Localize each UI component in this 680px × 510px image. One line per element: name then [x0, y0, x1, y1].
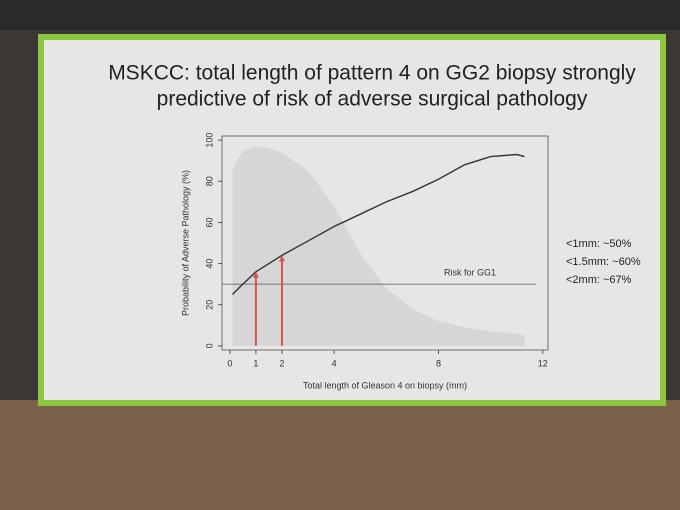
x-axis-label: Total length of Gleason 4 on biopsy (mm) — [303, 380, 467, 390]
annotation: <1mm: ~50% — [566, 238, 632, 250]
x-tick-label: 0 — [227, 358, 232, 368]
annotation: <2mm: ~67% — [566, 274, 632, 286]
title-line: MSKCC: total length of pattern 4 on GG2 … — [108, 62, 636, 85]
y-axis-label: Probability of Adverse Pathology (%) — [180, 170, 190, 316]
y-tick-label: 0 — [204, 343, 214, 348]
y-tick-label: 40 — [204, 259, 214, 269]
annotation: <1.5mm: ~60% — [566, 256, 641, 268]
y-tick-label: 80 — [204, 176, 214, 186]
arrow-head — [252, 271, 259, 278]
y-tick-label: 100 — [204, 133, 214, 148]
y-tick-label: 60 — [204, 217, 214, 227]
arrow-head — [278, 255, 285, 262]
y-tick-label: 20 — [204, 300, 214, 310]
floor — [0, 400, 680, 510]
ceiling — [0, 0, 680, 30]
x-tick-label: 1 — [253, 358, 258, 368]
density-area — [232, 146, 525, 346]
x-tick-label: 12 — [538, 358, 548, 368]
line — [231, 153, 525, 295]
title-line: predictive of risk of adverse surgical p… — [157, 88, 588, 111]
plot-frame — [221, 135, 549, 351]
x-tick-label: 8 — [436, 358, 441, 368]
reference-label: Risk for GG1 — [444, 268, 496, 278]
x-tick-label: 2 — [279, 358, 284, 368]
x-tick-label: 4 — [332, 358, 337, 368]
